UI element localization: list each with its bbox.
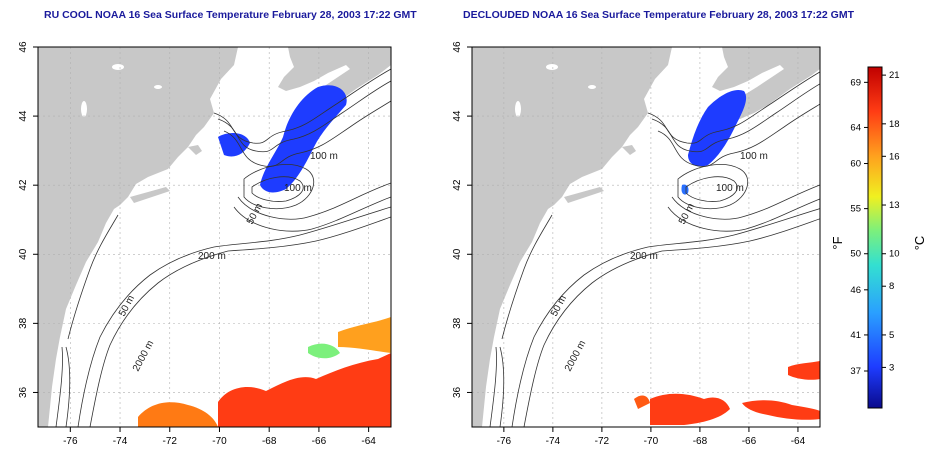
fahrenheit-tick-label: 64 bbox=[850, 122, 861, 133]
y-tick-label: 42 bbox=[452, 179, 463, 191]
warm-water-patch bbox=[338, 317, 391, 353]
x-tick-label: -64 bbox=[361, 436, 376, 447]
contour-label: 100 m bbox=[284, 183, 312, 194]
map-gridlines bbox=[38, 47, 391, 427]
x-tick-label: -68 bbox=[262, 436, 277, 447]
map-gridlines bbox=[472, 47, 820, 427]
y-tick-label: 44 bbox=[452, 110, 463, 122]
warm-water-patch bbox=[138, 402, 218, 427]
contour-label: 100 m bbox=[740, 151, 768, 162]
x-tick-label: -74 bbox=[113, 436, 128, 447]
sst-map-right: 100 m 100 m 50 m 200 m 50 m 2000 m -76 -7… bbox=[452, 41, 821, 447]
x-tick-label: -74 bbox=[546, 436, 561, 447]
x-tick-label: -70 bbox=[212, 436, 227, 447]
y-tick-label: 38 bbox=[18, 317, 29, 329]
sst-map-left: 100 m 100 m 50 m 200 m 50 m 2000 m -76 -7… bbox=[18, 41, 392, 447]
celsius-tick-label: 8 bbox=[889, 281, 894, 292]
y-tick-label: 40 bbox=[18, 248, 29, 260]
x-tick-label: -66 bbox=[312, 436, 327, 447]
y-tick-label: 46 bbox=[452, 41, 463, 53]
y-tick-label: 42 bbox=[18, 179, 29, 191]
cold-water-patch bbox=[681, 184, 689, 195]
celsius-tick-label: 10 bbox=[889, 249, 900, 260]
left-map-title: RU COOL NOAA 16 Sea Surface Temperature … bbox=[44, 9, 417, 21]
celsius-tick-label: 5 bbox=[889, 330, 894, 341]
fahrenheit-tick-label: 69 bbox=[850, 77, 861, 88]
y-tick-label: 40 bbox=[452, 248, 463, 260]
x-tick-label: -72 bbox=[595, 436, 610, 447]
celsius-scale: 21 18 16 13 10 8 5 3 bbox=[882, 70, 900, 373]
celsius-tick-label: 3 bbox=[889, 362, 894, 373]
fahrenheit-unit-label: °F bbox=[830, 236, 845, 249]
fahrenheit-tick-label: 46 bbox=[850, 285, 861, 296]
fahrenheit-tick-label: 60 bbox=[850, 159, 861, 170]
cold-water-patch bbox=[688, 89, 747, 167]
x-tick-label: -70 bbox=[644, 436, 659, 447]
x-tick-label: -76 bbox=[63, 436, 78, 447]
fahrenheit-tick-label: 55 bbox=[850, 204, 861, 215]
contour-label: 100 m bbox=[716, 183, 744, 194]
y-tick-label: 36 bbox=[452, 386, 463, 398]
celsius-tick-label: 13 bbox=[889, 200, 900, 211]
warm-water-patch bbox=[788, 361, 820, 380]
warm-water-patch bbox=[634, 395, 650, 409]
x-tick-label: -66 bbox=[742, 436, 757, 447]
fahrenheit-scale: 69 64 60 55 50 46 41 37 bbox=[850, 77, 868, 377]
y-tick-label: 46 bbox=[18, 41, 29, 53]
fahrenheit-tick-label: 50 bbox=[850, 249, 861, 260]
fahrenheit-tick-label: 37 bbox=[850, 366, 861, 377]
x-tick-label: -68 bbox=[693, 436, 708, 447]
warm-water-patch bbox=[308, 343, 340, 359]
contour-label: 200 m bbox=[198, 251, 226, 262]
contour-label: 200 m bbox=[630, 251, 658, 262]
warm-water-patch bbox=[742, 400, 820, 420]
y-tick-label: 38 bbox=[452, 317, 463, 329]
y-tick-label: 44 bbox=[18, 110, 29, 122]
latitude-axis: 46 44 42 40 38 36 bbox=[452, 41, 472, 398]
x-tick-label: -72 bbox=[163, 436, 178, 447]
celsius-unit-label: °C bbox=[912, 236, 927, 251]
colorbar-gradient bbox=[867, 66, 883, 409]
latitude-axis: 46 44 42 40 38 36 bbox=[18, 41, 38, 398]
y-tick-label: 36 bbox=[18, 386, 29, 398]
celsius-tick-label: 18 bbox=[889, 119, 900, 130]
x-tick-label: -76 bbox=[497, 436, 512, 447]
longitude-axis: -76 -74 -72 -70 -68 -66 -64 bbox=[497, 427, 806, 447]
fahrenheit-tick-label: 41 bbox=[850, 330, 861, 341]
warm-water-patch bbox=[218, 353, 391, 427]
right-map-title: DECLOUDED NOAA 16 Sea Surface Temperatur… bbox=[463, 9, 854, 21]
celsius-tick-label: 21 bbox=[889, 70, 900, 81]
temperature-colorbar: 69 64 60 55 50 46 41 37 21 18 16 13 10 8 5 3 °F °C bbox=[830, 66, 927, 409]
celsius-tick-label: 16 bbox=[889, 151, 900, 162]
longitude-axis: -76 -74 -72 -70 -68 -66 -64 bbox=[63, 427, 376, 447]
warm-water-patch bbox=[650, 393, 730, 425]
contour-label: 100 m bbox=[310, 151, 338, 162]
x-tick-label: -64 bbox=[791, 436, 806, 447]
